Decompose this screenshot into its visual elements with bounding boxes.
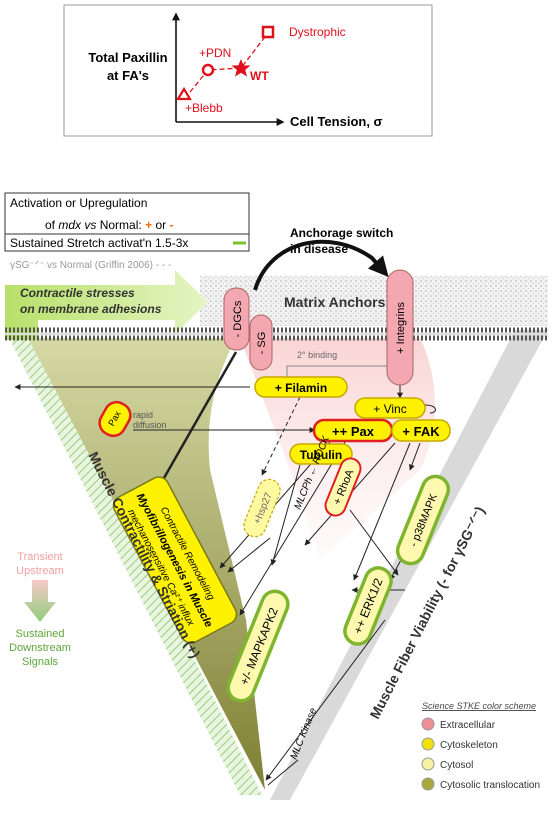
inset-xlabel: Cell Tension, σ: [290, 114, 383, 129]
svg-text:+ FAK: + FAK: [402, 424, 440, 439]
svg-text:- SG: - SG: [256, 332, 268, 355]
legend-row1b: of mdx vs Normal: + or -: [45, 218, 173, 232]
svg-text:+ Integrins: + Integrins: [395, 302, 407, 354]
anchorage-switch-arrow: [253, 239, 389, 291]
anchorage-switch-1: Anchorage switch: [290, 226, 393, 240]
legend-row3: γSG⁻ᐟ⁻ vs Normal (Griffin 2006) - - -: [10, 260, 171, 271]
swatch-cytoskeleton: [421, 737, 435, 751]
node-pax[interactable]: ++ Pax: [312, 418, 394, 443]
dystrophic-marker: [261, 25, 275, 39]
blebb-marker: [176, 86, 192, 101]
stresses-label-2: on membrane adhesions: [20, 302, 162, 316]
scheme-item-1: Cytoskeleton: [440, 740, 498, 751]
node-tubulin[interactable]: Tubulin: [289, 443, 353, 465]
svg-text:++ Pax: ++ Pax: [332, 424, 375, 439]
node-filamin[interactable]: + Filamin: [254, 376, 348, 398]
swatch-extracellular: [421, 717, 435, 731]
swatch-cytosol: [421, 757, 435, 771]
label-wt: WT: [250, 69, 269, 83]
contractile-stress-arrow: [5, 270, 208, 340]
legend: Activation or Upregulation of mdx vs Nor…: [4, 192, 250, 271]
inset-plot: Total Paxillin at FA's Cell Tension, σ D…: [63, 4, 433, 137]
node-fak[interactable]: + FAK: [391, 419, 451, 442]
label-dystrophic: Dystrophic: [289, 25, 346, 39]
label-pdn: +PDN: [199, 46, 231, 60]
transient-to-sustained-arrow: [24, 580, 56, 622]
label-blebb: +Blebb: [185, 101, 223, 115]
node-vinc[interactable]: + Vinc: [354, 397, 426, 419]
transient-label-2: Upstream: [16, 565, 64, 577]
matrix-anchors-label: Matrix Anchors: [284, 294, 386, 310]
node-integrins[interactable]: + Integrins: [386, 269, 414, 386]
color-scheme-legend: Science STKE color scheme Extracellular …: [421, 701, 540, 791]
node-rhoa[interactable]: + RhoA: [322, 455, 363, 518]
scheme-item-0: Extracellular: [440, 720, 496, 731]
pdn-marker: [201, 63, 215, 77]
transient-label-1: Transient: [17, 551, 62, 563]
inset-ylabel-1: Total Paxillin: [88, 50, 167, 65]
legend-row2: Sustained Stretch activat'n 1.5-3x: [10, 236, 188, 250]
scheme-item-2: Cytosol: [440, 760, 473, 771]
membrane: [5, 327, 548, 341]
swatch-cytosolic-translocation: [421, 777, 435, 791]
inset-ylabel-2: at FA's: [107, 68, 149, 83]
node-hsp27[interactable]: +hsp27: [241, 476, 284, 540]
legend-row1a: Activation or Upregulation: [10, 196, 147, 210]
svg-text:+ Vinc: + Vinc: [373, 402, 406, 416]
svg-text:+ Filamin: + Filamin: [275, 381, 327, 395]
stresses-label-1: Contractile stresses: [20, 286, 135, 300]
node-dgcs[interactable]: - DGCs: [223, 287, 250, 351]
svg-text:Tubulin: Tubulin: [300, 448, 342, 462]
node-pax-diffusing[interactable]: Pax: [95, 398, 135, 440]
rapid-label-1: rapid: [133, 410, 153, 420]
sustained-label-1: Sustained: [16, 628, 65, 640]
wt-marker: [231, 59, 251, 77]
svg-text:Science STKE color scheme: Science STKE color scheme: [422, 701, 536, 711]
scheme-item-3: Cytosolic translocation: [440, 780, 540, 791]
second-binding-label: 2° binding: [297, 350, 337, 360]
inset-trend-line: [189, 32, 269, 93]
node-sg[interactable]: - SG: [249, 314, 273, 371]
svg-text:- DGCs: - DGCs: [232, 300, 244, 337]
rapid-label-2: diffusion: [133, 420, 166, 430]
sustained-label-2: Downstream: [9, 642, 71, 654]
contractility-band: [5, 330, 262, 795]
sustained-label-3: Signals: [22, 656, 59, 668]
